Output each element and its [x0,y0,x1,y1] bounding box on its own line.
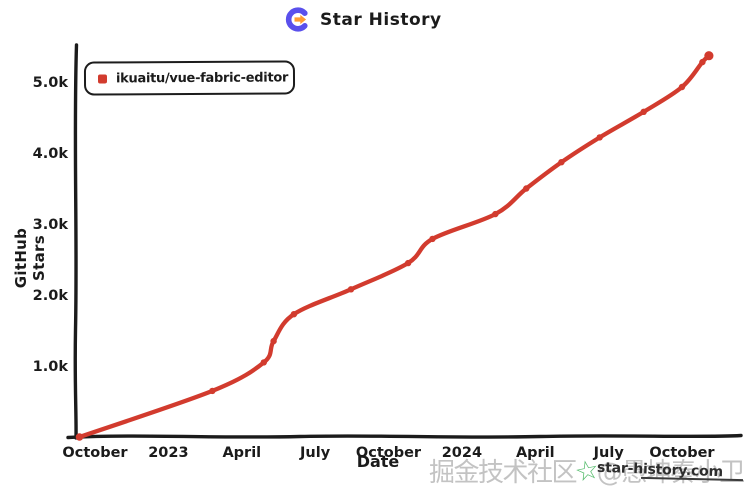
x-tick-label: 2024 [442,445,482,461]
data-point [704,51,714,61]
data-point [699,58,706,66]
data-point [640,108,647,116]
logo-arrow [294,14,307,25]
data-point [209,387,216,395]
x-tick-label: October [356,445,422,461]
data-point [678,83,686,91]
x-axis-title: Date [356,452,400,471]
y-tick-label: 4.0k [33,146,69,162]
data-point [596,134,603,141]
data-point [492,210,499,218]
y-tick-label: 5.0k [33,75,69,91]
generated-chart-content: October 2023 April July October 2024 April July… [33,51,715,461]
data-point [260,359,267,366]
x-tick-label: October [649,445,715,461]
legend-series-marker [97,73,108,83]
chart-title: Star History [320,9,442,30]
data-point [75,433,84,441]
data-point [347,286,355,293]
x-tick-label: April [516,445,555,461]
y-axis-line [73,43,79,440]
x-tick-label: October [62,445,128,461]
logo-c-arc [285,7,308,32]
data-point [270,337,277,345]
x-tick-label: July [299,445,331,461]
legend: ikuaitu/vue-fabric-editor [83,60,296,96]
x-tick-label: July [593,445,625,461]
data-point [558,159,565,166]
data-point [290,311,298,318]
juejin-watermark: 掘金技术社区 ☆ @愚坤秦小卫 [429,452,746,489]
data-point [404,259,412,267]
star-history-logo-icon [285,7,308,32]
y-tick-label: 2.0k [33,288,69,304]
y-tick-label: 1.0k [33,359,69,375]
data-point [429,235,436,243]
x-axis-line [66,433,743,440]
series-line [77,53,712,440]
y-axis-title: GitHub Stars [12,227,48,289]
data-point [523,185,530,192]
y-tick-label: 3.0k [33,217,69,233]
juejin-watermark-suffix: @愚坤秦小卫 [596,458,746,488]
chart-title-row: Star History [284,6,442,33]
x-tick-label: April [222,445,261,461]
x-tick-label: 2023 [148,445,188,461]
legend-series-label: ikuaitu/vue-fabric-editor [115,69,289,86]
juejin-watermark-prefix: 掘金技术社区 [429,458,578,488]
